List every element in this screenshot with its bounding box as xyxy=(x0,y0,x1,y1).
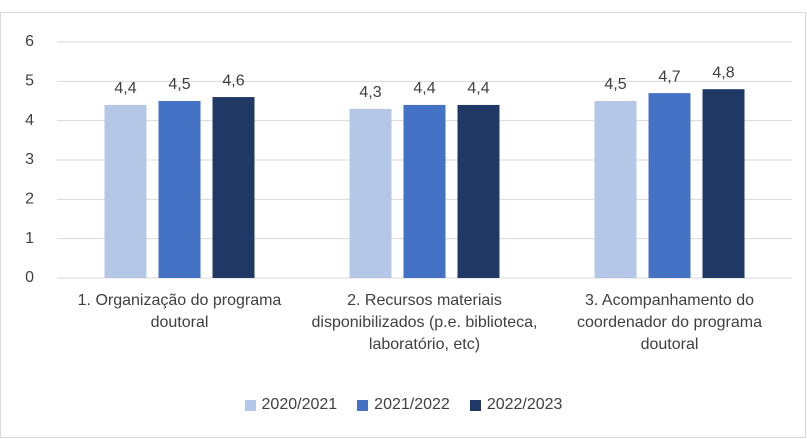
legend-swatch xyxy=(469,399,481,411)
x-tick-label: 3. Acompanhamento do coordenador do prog… xyxy=(576,292,762,353)
data-label: 4,4 xyxy=(467,80,489,97)
legend-label: 2020/2021 xyxy=(261,396,338,413)
bar xyxy=(403,104,446,278)
y-tick-label: 2 xyxy=(25,191,34,208)
bar xyxy=(212,97,255,278)
bar xyxy=(594,101,637,278)
bar xyxy=(349,108,392,278)
data-label: 4,3 xyxy=(359,84,381,101)
y-tick-label: 1 xyxy=(25,230,34,247)
legend-swatch xyxy=(244,399,256,411)
legend-item: 2020/2021 xyxy=(244,396,338,414)
legend-item: 2021/2022 xyxy=(357,396,450,414)
legend-item: 2022/2023 xyxy=(469,396,563,414)
y-tick-label: 0 xyxy=(25,269,34,286)
legend-label: 2021/2022 xyxy=(374,396,450,413)
y-tick-label: 4 xyxy=(25,112,34,129)
legend-swatch xyxy=(357,399,369,411)
bar xyxy=(457,104,500,278)
y-tick-label: 6 xyxy=(25,33,34,50)
data-label: 4,6 xyxy=(222,72,244,89)
bar xyxy=(702,89,745,278)
x-tick-label: 1. Organização do programa doutoral xyxy=(77,292,282,331)
x-tick-label: 2. Recursos materiais disponibilizados (… xyxy=(311,292,538,353)
legend: 2020/2021 2021/2022 2022/2023 xyxy=(0,396,807,414)
data-label: 4,5 xyxy=(604,76,626,93)
y-tick-label: 3 xyxy=(25,151,34,168)
bar xyxy=(158,101,201,278)
legend-label: 2022/2023 xyxy=(486,396,563,413)
data-label: 4,7 xyxy=(658,68,680,85)
data-label: 4,8 xyxy=(712,64,734,81)
data-label: 4,5 xyxy=(168,76,190,93)
data-label: 4,4 xyxy=(413,80,435,97)
bar xyxy=(648,93,691,278)
y-tick-label: 5 xyxy=(25,73,34,90)
bar xyxy=(104,104,147,278)
data-label: 4,4 xyxy=(114,80,136,97)
chart-border xyxy=(0,12,806,438)
